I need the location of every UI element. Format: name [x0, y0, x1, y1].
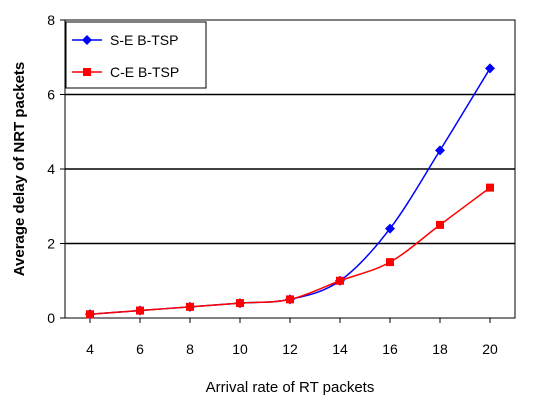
- x-tick-label-7: 18: [432, 341, 448, 357]
- x-tick-label-1: 6: [136, 341, 144, 357]
- x-tick-label-0: 4: [86, 341, 94, 357]
- y-tick-label-3: 6: [47, 87, 55, 103]
- y-tick-labels: 0 2 4 6 8: [47, 12, 55, 326]
- series-1-point-5: [336, 276, 344, 285]
- legend: S-E B-TSP C-E B-TSP: [65, 21, 207, 89]
- y-tick-label-2: 4: [47, 161, 55, 177]
- series-1-point-8: [486, 183, 494, 192]
- x-tick-label-3: 10: [232, 341, 248, 357]
- x-tick-label-6: 16: [382, 341, 398, 357]
- gridlines: [65, 93, 515, 245]
- x-tick-label-4: 12: [282, 341, 298, 357]
- y-tick-label-0: 0: [47, 310, 55, 326]
- series-1-point-6: [386, 258, 394, 267]
- legend-label-0: S-E B-TSP: [110, 32, 178, 48]
- series-0-point-8: [485, 63, 495, 74]
- series-1-point-2: [186, 302, 194, 311]
- series-1-point-1: [136, 306, 144, 315]
- series-0-point-6: [385, 223, 395, 234]
- legend-box: [65, 21, 207, 89]
- y-tick-label-1: 2: [47, 236, 55, 252]
- legend-marker-0: [82, 35, 92, 45]
- y-axis-title: Average delay of NRT packets: [11, 62, 28, 277]
- series-1-point-4: [286, 295, 294, 304]
- x-tick-label-2: 8: [186, 341, 194, 357]
- x-axis-title: Arrival rate of RT packets: [206, 379, 375, 396]
- series-1-point-0: [86, 310, 94, 319]
- series-1-point-3: [236, 299, 244, 308]
- legend-marker-1: [83, 68, 91, 76]
- legend-label-1: C-E B-TSP: [110, 64, 179, 80]
- x-tick-labels: 4 6 8 10 12 14 16 18 20: [86, 341, 498, 357]
- y-tick-label-4: 8: [47, 12, 55, 28]
- x-tick-label-8: 20: [482, 341, 498, 357]
- x-tick-label-5: 14: [332, 341, 348, 357]
- series-0-point-7: [435, 145, 445, 156]
- series-1-point-7: [436, 220, 444, 229]
- series-group: [85, 63, 495, 320]
